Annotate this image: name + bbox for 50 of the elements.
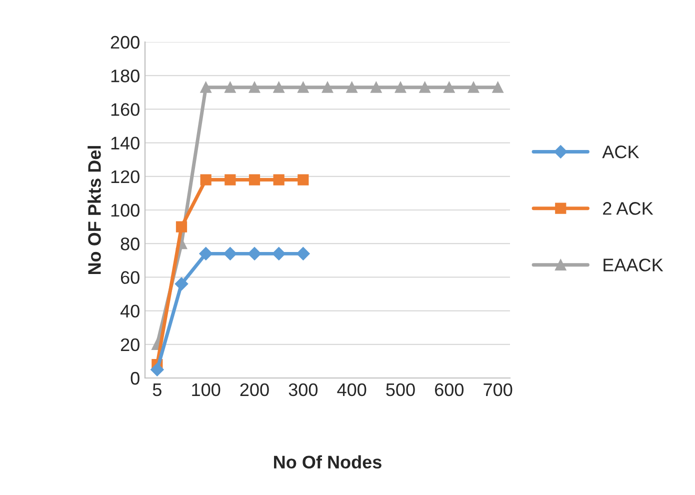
point xyxy=(199,247,212,260)
legend-label: 2 ACK xyxy=(603,202,654,215)
y-tick-label: 200 xyxy=(110,36,140,49)
point xyxy=(248,82,260,93)
x-axis-title: No Of Nodes xyxy=(274,455,382,469)
point xyxy=(394,82,406,93)
point xyxy=(468,82,480,93)
point xyxy=(273,82,284,93)
x-tick-label: 200 xyxy=(240,383,269,396)
x-tick-label: 300 xyxy=(288,383,318,396)
y-tick-label: 0 xyxy=(130,372,140,385)
legend-label: EAACK xyxy=(604,258,664,272)
y-tick-label: 140 xyxy=(111,136,140,150)
point xyxy=(248,247,262,260)
y-tick-label: 60 xyxy=(120,271,140,284)
point xyxy=(200,82,212,93)
point xyxy=(296,247,310,260)
point xyxy=(273,174,284,186)
x-tick-label: 700 xyxy=(484,383,512,396)
legend-label: ACK xyxy=(602,146,640,158)
x-tick-label: 5 xyxy=(152,384,162,396)
point xyxy=(322,82,334,93)
y-tick-label: 160 xyxy=(111,103,140,116)
point xyxy=(176,221,188,232)
y-tick-label: 120 xyxy=(111,170,140,184)
y-tick-label: 20 xyxy=(120,338,140,352)
y-axis-title: No OF Pkts Del xyxy=(88,146,101,274)
y-tick-label: 80 xyxy=(120,238,140,250)
x-tick-label: 100 xyxy=(192,383,220,396)
point xyxy=(174,277,188,291)
point xyxy=(370,82,382,93)
point xyxy=(248,174,260,186)
point xyxy=(150,363,164,376)
x-tick-label: 500 xyxy=(386,383,415,396)
point xyxy=(492,82,504,93)
y-tick-label: 180 xyxy=(111,70,140,82)
y-tick-label: 40 xyxy=(120,304,140,318)
y-tick-label: 100 xyxy=(111,204,140,217)
point xyxy=(419,82,430,93)
x-tick-label: 400 xyxy=(337,383,366,396)
point xyxy=(298,82,309,93)
point xyxy=(444,82,455,93)
point xyxy=(346,82,358,93)
point xyxy=(224,174,236,186)
x-tick-label: 600 xyxy=(435,383,464,396)
point xyxy=(272,247,286,260)
point xyxy=(224,82,236,93)
point xyxy=(200,174,212,186)
point xyxy=(298,174,309,186)
point xyxy=(224,247,237,260)
